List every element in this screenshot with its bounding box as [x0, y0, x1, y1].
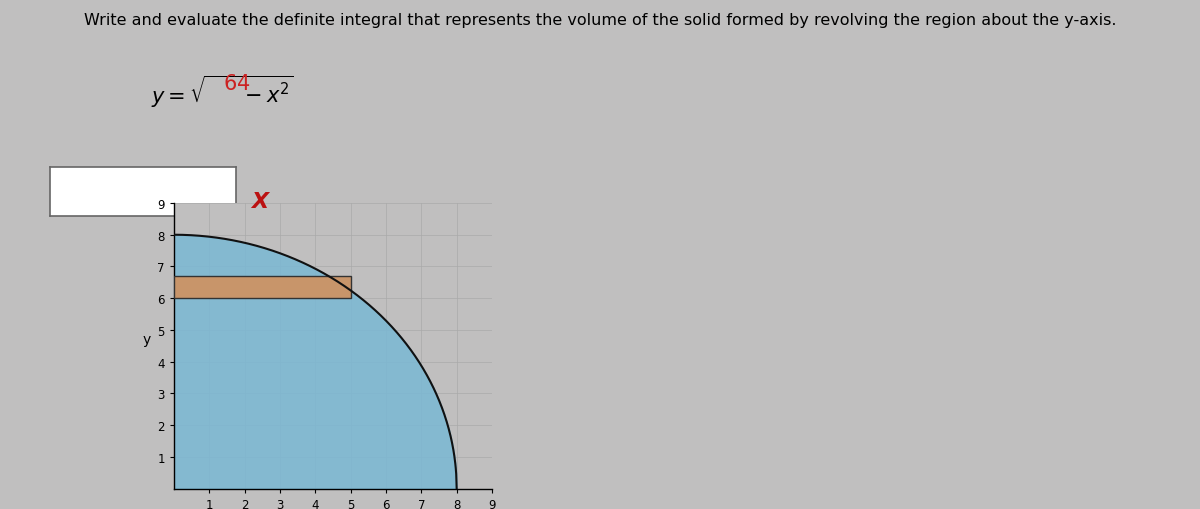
Text: Write and evaluate the definite integral that represents the volume of the solid: Write and evaluate the definite integral… [84, 13, 1116, 27]
Bar [174, 276, 350, 299]
Text: $64$: $64$ [223, 74, 250, 94]
Text: X: X [251, 192, 268, 212]
Text: $y = \sqrt{\ \ \ \ \  - x^2}$: $y = \sqrt{\ \ \ \ \ - x^2}$ [150, 74, 294, 110]
Y-axis label: y: y [143, 332, 150, 346]
